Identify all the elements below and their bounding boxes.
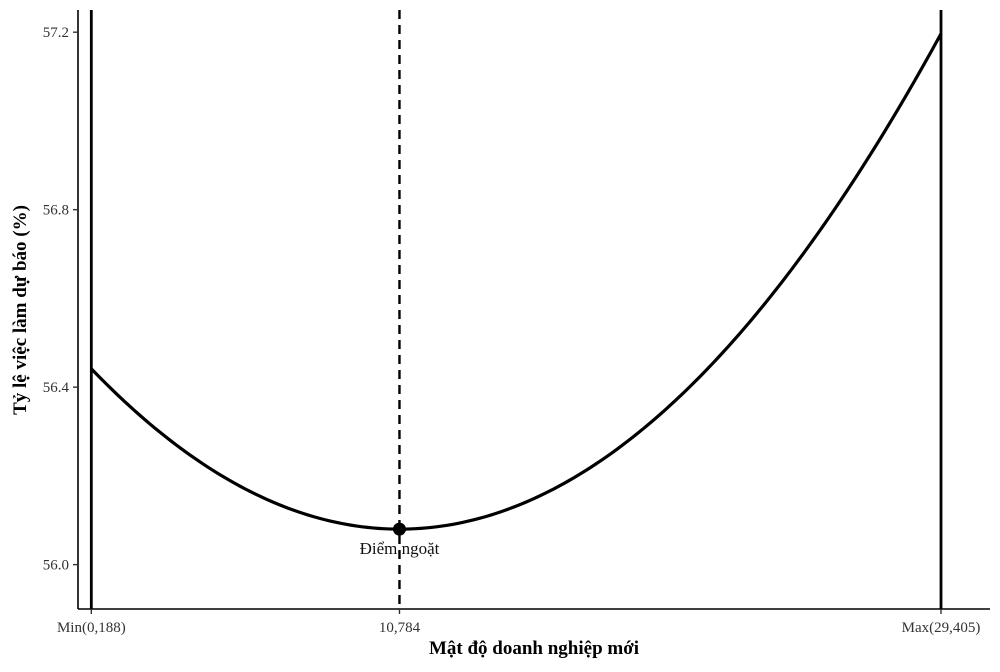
y-axis-title: Tỷ lệ việc làm dự báo (%) (10, 205, 31, 415)
x-tick-label: 10,784 (379, 620, 421, 636)
y-tick-label: 56.0 (43, 558, 69, 574)
y-ticks: 56.0 56.4 56.8 57.2 (43, 25, 78, 574)
turning-point-label: Điểm ngoặt (360, 539, 440, 558)
axes (77, 10, 990, 610)
series-line (90, 32, 943, 531)
vertical-lines (89, 10, 943, 609)
x-tick-label: Max(29,405) (902, 620, 981, 636)
y-tick-label: 56.4 (43, 380, 70, 396)
x-axis-title: Mật độ doanh nghiệp mới (429, 638, 639, 659)
x-tick-label: Min(0,188) (57, 620, 126, 636)
x-ticks: Min(0,188) 10,784 Max(29,405) (57, 609, 980, 636)
turning-point-marker (392, 522, 406, 536)
y-tick-label: 56.8 (43, 203, 69, 219)
y-tick-label: 57.2 (43, 25, 69, 41)
